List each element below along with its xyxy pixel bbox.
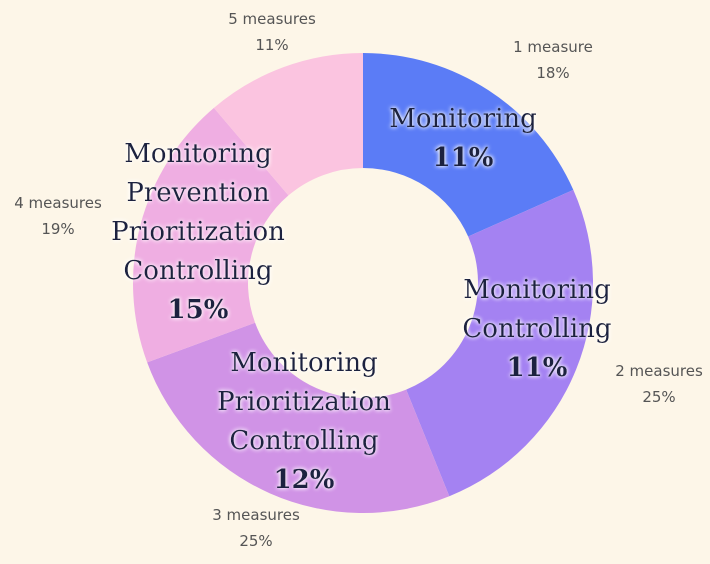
slice-3-count-label: 3 measures [212,506,300,524]
slice-2-inner-percent: 11% [507,353,568,383]
slice-5-percent-label: 11% [255,36,288,54]
slice-1-category-line-1: Monitoring [389,104,537,134]
slice-1-inner-percent: 11% [433,143,494,173]
slice-4-category-line-4: Controlling [123,256,272,286]
donut-slice-5[interactable] [213,53,363,196]
slice-2-percent-label: 25% [642,388,675,406]
slice-3-percent-label: 25% [239,532,272,550]
slice-5-count-label: 5 measures [228,10,316,28]
slice-3-inner-percent: 12% [274,465,335,495]
inner-labels: Monitoring 11% Monitoring Controlling 11% Mon… [111,104,611,495]
donut-slice-3[interactable] [147,322,450,513]
slice-2-category-line-1: Monitoring [463,275,611,305]
slice-1-percent-label: 18% [536,64,569,82]
slice-4-percent-label: 19% [41,220,74,238]
donut-slice-4[interactable] [133,107,289,363]
slice-3-category-line-3: Controlling [229,426,378,456]
slice-2-count-label: 2 measures [615,362,703,380]
slice-4-count-label: 4 measures [14,194,102,212]
slice-2-category-line-2: Controlling [462,314,611,344]
donut-slices [133,53,593,513]
slice-3-category-line-2: Prioritization [217,387,391,417]
slice-4-category-line-3: Prioritization [111,217,285,247]
slice-1-count-label: 1 measure [513,38,593,56]
slice-4-inner-percent: 15% [168,295,229,325]
slice-3-category-line-1: Monitoring [230,348,378,378]
outer-labels: 1 measure 18% 2 measures 25% 3 measures 25% 4 … [14,10,703,550]
slice-4-category-line-2: Prevention [126,178,270,208]
slice-4-category-line-1: Monitoring [124,139,272,169]
donut-slice-1[interactable] [363,53,574,237]
donut-slice-2[interactable] [406,189,593,497]
